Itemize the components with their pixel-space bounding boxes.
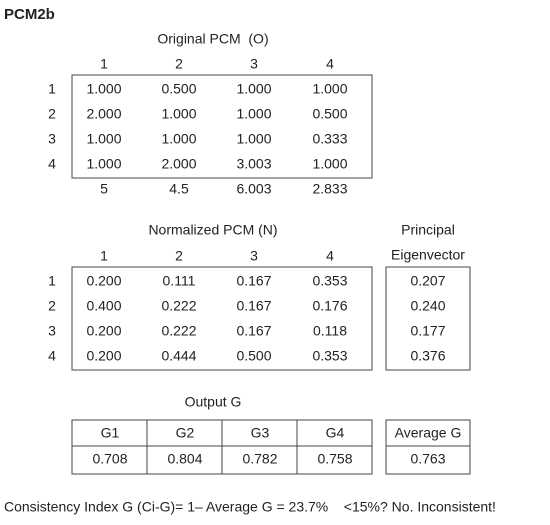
original-box — [71, 74, 373, 179]
col-header: 2 — [175, 56, 183, 72]
cell: 0.167 — [236, 298, 271, 314]
eigenvector-value: 0.240 — [410, 298, 445, 314]
cell: 0.353 — [312, 348, 347, 364]
output-header: G3 — [251, 425, 270, 441]
cell: 0.167 — [236, 273, 271, 289]
cell: 0.500 — [312, 106, 347, 122]
col-header: 1 — [100, 56, 108, 72]
col-header: 2 — [175, 248, 183, 264]
column-sum: 6.003 — [236, 181, 271, 197]
average-box — [385, 419, 471, 475]
cell: 2.000 — [161, 156, 196, 172]
row-header: 1 — [48, 273, 56, 289]
output-title: Output G — [185, 394, 242, 410]
table-title: Original PCM (O) — [157, 31, 268, 47]
row-header: 3 — [48, 131, 56, 147]
cell: 0.500 — [161, 81, 196, 97]
column-sum: 5 — [100, 181, 108, 197]
output-header: G2 — [176, 425, 195, 441]
footer: Consistency Index G (Ci-G)= 1– Average G… — [4, 499, 496, 515]
column-sum: 2.833 — [312, 181, 347, 197]
cell: 2.000 — [86, 106, 121, 122]
output-value: 0.804 — [167, 451, 202, 467]
eigenvector-value: 0.207 — [410, 273, 445, 289]
cell: 0.200 — [86, 273, 121, 289]
cell: 1.000 — [312, 81, 347, 97]
cell: 0.167 — [236, 323, 271, 339]
cell: 1.000 — [86, 156, 121, 172]
output-header: G1 — [101, 425, 120, 441]
cell: 0.500 — [236, 348, 271, 364]
row-header: 2 — [48, 106, 56, 122]
eigenvector-value: 0.376 — [410, 348, 445, 364]
cell: 1.000 — [161, 106, 196, 122]
cell: 0.353 — [312, 273, 347, 289]
cell: 0.222 — [161, 323, 196, 339]
cell: 0.400 — [86, 298, 121, 314]
col-header: 4 — [326, 248, 334, 264]
col-header: 4 — [326, 56, 334, 72]
cell: 0.333 — [312, 131, 347, 147]
output-header: G4 — [326, 425, 345, 441]
cell: 0.444 — [161, 348, 196, 364]
cell: 1.000 — [86, 131, 121, 147]
eigenvector-box — [385, 266, 471, 371]
cell: 0.200 — [86, 348, 121, 364]
cell: 1.000 — [236, 81, 271, 97]
col-header: 3 — [250, 56, 258, 72]
table-title: Normalized PCM (N) — [148, 222, 277, 238]
average-header: Average G — [395, 425, 462, 441]
page-title: PCM2b — [4, 6, 55, 23]
col-header: 1 — [100, 248, 108, 264]
normalized-box — [71, 266, 373, 371]
col-header: 3 — [250, 248, 258, 264]
output-value: 0.782 — [242, 451, 277, 467]
cell: 0.176 — [312, 298, 347, 314]
cell: 0.222 — [161, 298, 196, 314]
cell: 1.000 — [86, 81, 121, 97]
cell: 1.000 — [236, 131, 271, 147]
cell: 3.003 — [236, 156, 271, 172]
eigenvector-title: Eigenvector — [391, 247, 465, 263]
row-header: 2 — [48, 298, 56, 314]
output-value: 0.708 — [92, 451, 127, 467]
row-header: 1 — [48, 81, 56, 97]
cell: 0.200 — [86, 323, 121, 339]
column-sum: 4.5 — [169, 181, 189, 197]
cell: 1.000 — [161, 131, 196, 147]
row-header: 4 — [48, 348, 56, 364]
cell: 0.118 — [313, 323, 347, 339]
eigenvector-title: Principal — [401, 222, 455, 238]
eigenvector-value: 0.177 — [410, 323, 445, 339]
cell: 0.111 — [163, 273, 196, 289]
cell: 1.000 — [236, 106, 271, 122]
row-header: 3 — [48, 323, 56, 339]
average-value: 0.763 — [410, 451, 445, 467]
cell: 1.000 — [312, 156, 347, 172]
output-value: 0.758 — [317, 451, 352, 467]
row-header: 4 — [48, 156, 56, 172]
